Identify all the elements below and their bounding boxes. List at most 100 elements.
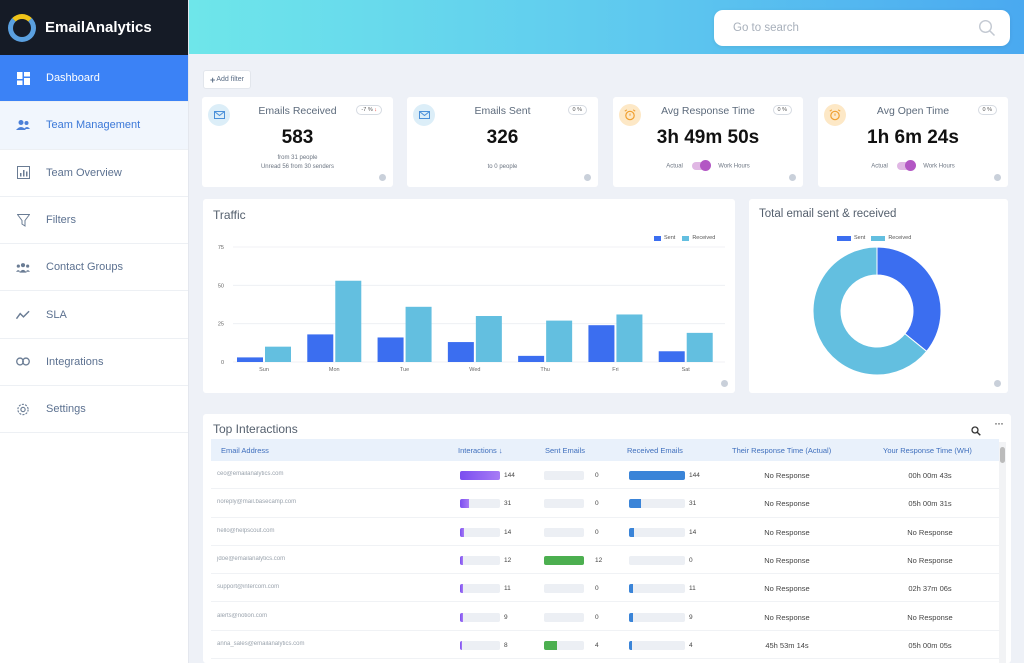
email-address[interactable]: support@intercom.com [217, 584, 280, 591]
sent-bar [544, 499, 584, 509]
add-filter-label: Add filter [216, 76, 244, 83]
sent-count: 0 [595, 472, 599, 479]
sidebar-item-sla[interactable]: SLA [0, 291, 188, 339]
email-address[interactable]: hello@helpscout.com [217, 527, 275, 534]
sidebar-item-contact-groups[interactable]: Contact Groups [0, 244, 188, 292]
col-received[interactable]: Received Emails [627, 446, 683, 455]
bar-sent-thu[interactable] [518, 355, 545, 362]
y-tick-label: 0 [221, 360, 224, 366]
interactions-bar [460, 612, 500, 622]
email-address[interactable]: noreply@mail.basecamp.com [217, 499, 297, 506]
add-filter-button[interactable]: + Add filter [203, 70, 251, 89]
alarm-clock-icon [619, 104, 641, 126]
bar-sent-sat[interactable] [658, 351, 685, 362]
more-options-icon[interactable]: ··· [994, 416, 1004, 430]
sent-bar [544, 640, 584, 650]
received-bar [629, 555, 685, 565]
sidebar-item-team-management[interactable]: Team Management [0, 102, 188, 150]
table-row[interactable]: jdoe@emailanalytics.com 12 12 0 No Response N… [211, 546, 999, 575]
their-response-time: No Response [764, 471, 810, 480]
traffic-chart-card: Traffic Sent Received 0 25 50 75 Sun Mon Tue We… [203, 199, 735, 393]
dashboard-icon [16, 71, 30, 85]
x-tick-label: Wed [469, 367, 480, 373]
brand-name: EmailAnalytics [45, 19, 152, 36]
table-row[interactable]: hello@helpscout.com 14 0 14 No Response No Re… [211, 518, 999, 546]
toggle-left-label: Actual [871, 163, 888, 170]
legend-swatch-sent [654, 235, 661, 241]
chart-title: Total email sent & received [759, 208, 897, 220]
table-row[interactable]: ceo@emailanalytics.com 144 0 144 No Response… [211, 461, 999, 490]
col-their-response[interactable]: Their Response Time (Actual) [732, 446, 832, 455]
bar-received-mon[interactable] [335, 280, 362, 362]
sidebar-item-filters[interactable]: Filters [0, 197, 188, 245]
info-icon[interactable] [721, 380, 728, 387]
col-sent[interactable]: Sent Emails [545, 446, 586, 455]
legend-sent[interactable]: Sent [854, 235, 866, 241]
table-row[interactable]: alerts@notion.com 9 0 9 No Response No Respon… [211, 603, 999, 631]
work-hours-toggle[interactable] [896, 160, 916, 171]
col-interactions[interactable]: Interactions ↓ [458, 446, 503, 455]
table-scrollbar[interactable] [999, 442, 1006, 663]
bar-received-sun[interactable] [265, 346, 291, 362]
legend-sent[interactable]: Sent [664, 235, 676, 241]
bar-received-tue[interactable] [405, 306, 432, 362]
bar-sent-sun[interactable] [237, 357, 263, 362]
slice-sent[interactable] [876, 246, 942, 353]
filter-icon [16, 213, 30, 227]
bar-received-fri[interactable] [616, 314, 643, 362]
col-email[interactable]: Email Address [221, 446, 269, 455]
kpi-toggle-row: Actual Work Hours [818, 160, 1008, 171]
slice-received[interactable] [812, 246, 928, 376]
info-icon[interactable] [789, 174, 796, 181]
received-count: 0 [689, 556, 693, 564]
legend-received[interactable]: Received [692, 235, 716, 241]
interactions-bar-fill [460, 640, 463, 650]
x-tick-label: Fri [612, 367, 618, 373]
received-bar [629, 584, 685, 594]
brand[interactable]: EmailAnalytics [0, 0, 188, 55]
email-address[interactable]: ceo@emailanalytics.com [217, 471, 284, 477]
interactions-bar [460, 640, 500, 650]
bar-received-sat[interactable] [686, 332, 713, 362]
legend-swatch-received [871, 235, 886, 241]
search-icon[interactable] [971, 423, 981, 441]
x-tick-label: Sat [682, 367, 691, 373]
kpi-subtext: from 31 people [277, 155, 318, 161]
table-row[interactable]: noreply@mail.basecamp.com 31 0 31 No Respons… [211, 489, 999, 518]
email-address[interactable]: anna_sales@emailanalytics.com [217, 640, 305, 647]
alarm-clock-icon [824, 104, 846, 126]
interactions-bar-fill [460, 555, 464, 565]
info-icon[interactable] [584, 174, 591, 181]
col-your-response[interactable]: Your Response Time (WH) [883, 446, 972, 455]
sidebar-item-dashboard[interactable]: Dashboard [0, 55, 188, 103]
info-icon[interactable] [379, 174, 386, 181]
interactions-bar [460, 527, 500, 537]
work-hours-toggle[interactable] [691, 160, 711, 171]
bar-sent-fri[interactable] [588, 325, 615, 362]
legend-received[interactable]: Received [888, 235, 912, 241]
bar-sent-mon[interactable] [307, 334, 334, 362]
bar-sent-wed[interactable] [447, 342, 474, 362]
sidebar-item-settings[interactable]: Settings [0, 386, 188, 434]
search-placeholder: Go to search [733, 22, 799, 34]
plus-icon: + [210, 74, 216, 85]
search-input[interactable]: Go to search [714, 10, 1010, 46]
info-icon[interactable] [994, 174, 1001, 181]
sidebar-item-team-overview[interactable]: Team Overview [0, 150, 188, 197]
info-icon[interactable] [994, 380, 1001, 387]
y-tick-label: 25 [218, 322, 224, 328]
table-row[interactable]: support@intercom.com 11 0 11 No Response 02h … [211, 574, 999, 603]
interactions-bar [460, 584, 500, 594]
email-address[interactable]: jdoe@emailanalytics.com [217, 555, 286, 562]
search-icon[interactable] [978, 19, 996, 40]
kpi-title: Avg Open Time [876, 105, 950, 117]
bar-sent-tue[interactable] [377, 337, 404, 362]
bar-received-wed[interactable] [475, 316, 502, 362]
bar-received-thu[interactable] [546, 320, 573, 362]
table-row[interactable]: anna_sales@emailanalytics.com 8 4 4 45h 53m … [211, 631, 999, 660]
y-tick-label: 75 [218, 245, 224, 251]
scrollbar-thumb[interactable] [1000, 447, 1005, 463]
received-count: 11 [689, 585, 696, 593]
email-address[interactable]: alerts@notion.com [217, 612, 268, 619]
sidebar-item-integrations[interactable]: Integrations [0, 339, 188, 387]
